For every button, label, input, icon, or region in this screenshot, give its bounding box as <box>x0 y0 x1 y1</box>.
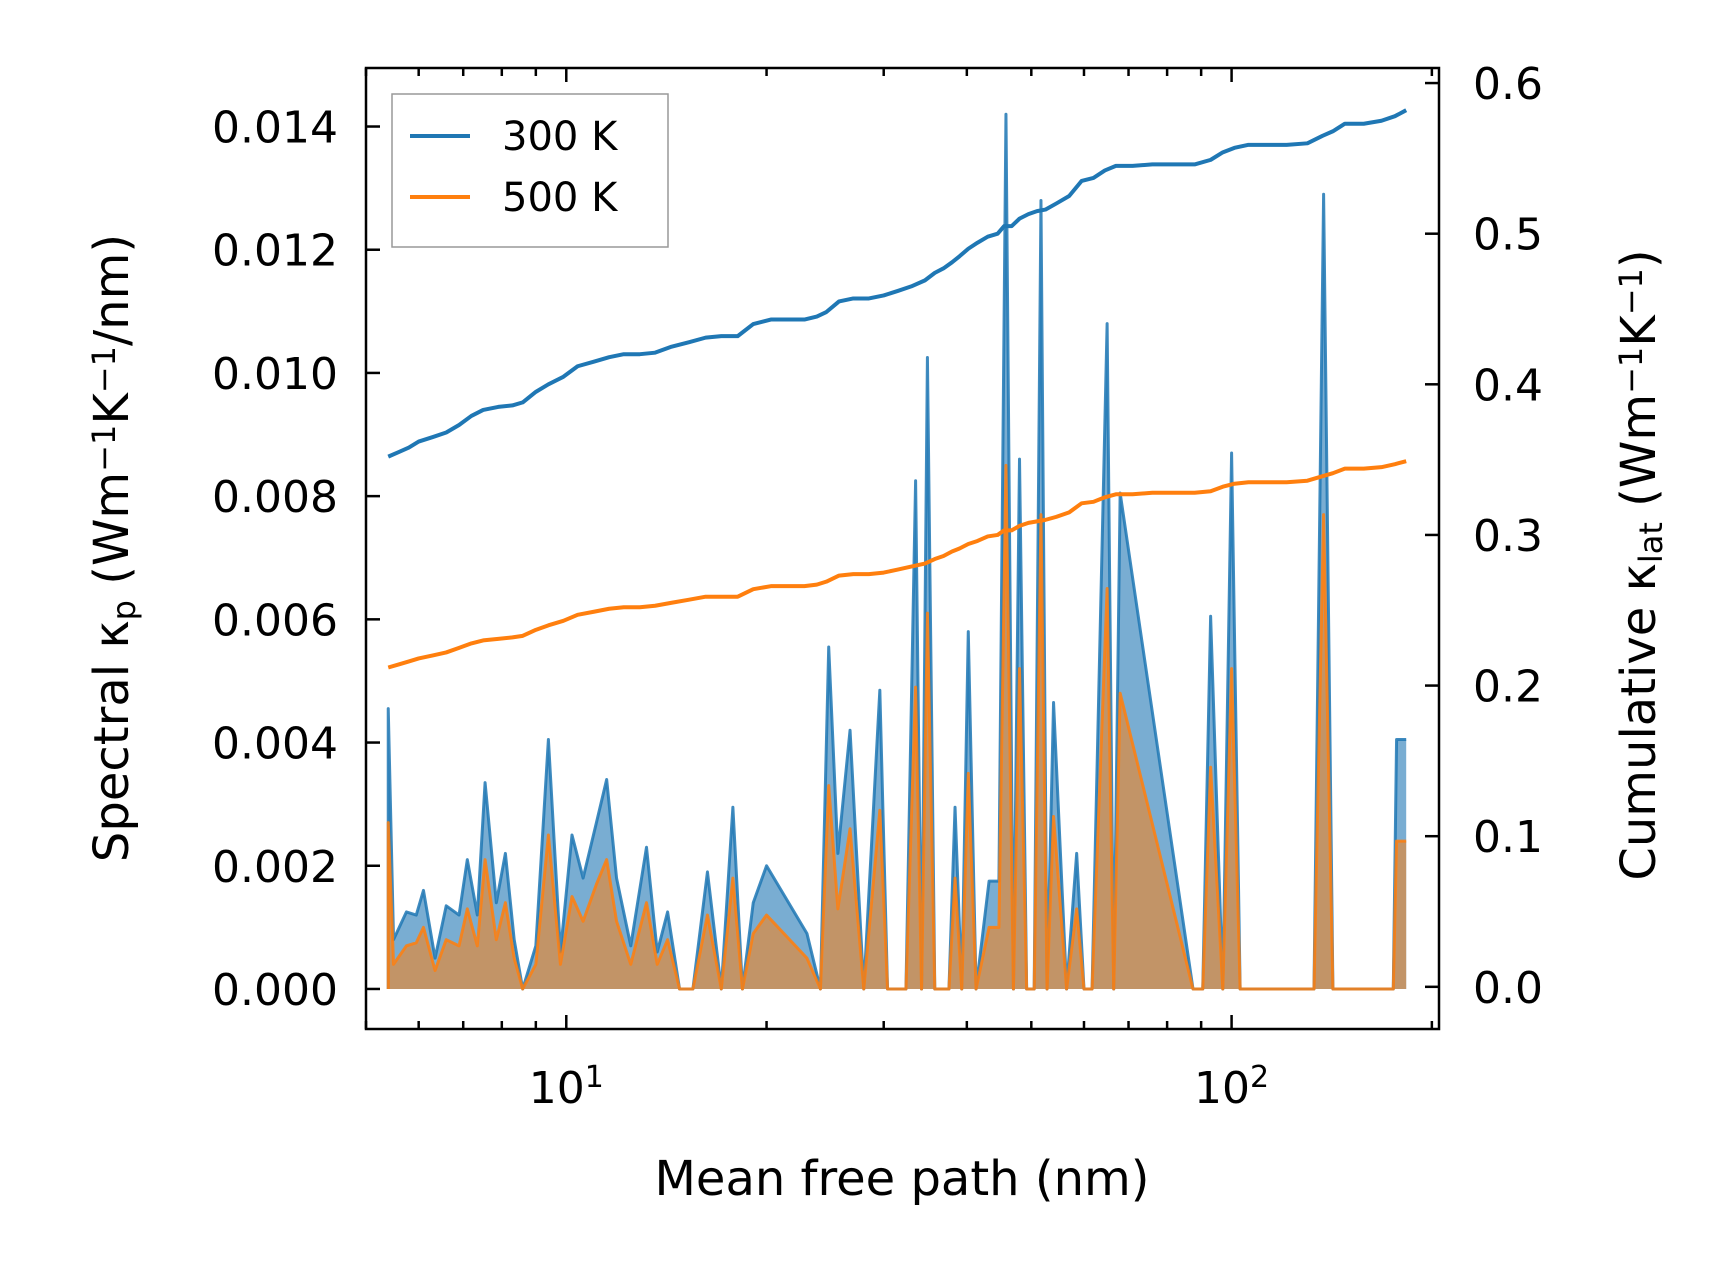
y-right-tick-label: 0.6 <box>1473 59 1543 110</box>
legend-label-300k: 300 K <box>502 114 619 160</box>
y-left-tick-label: 0.010 <box>212 349 338 400</box>
x-tick-label: 102 <box>1194 1060 1269 1115</box>
x-tick-label: 101 <box>529 1060 604 1115</box>
x-axis-title: Mean free path (nm) <box>655 1151 1150 1207</box>
y-left-axis-title: Spectral κp (Wm−1K−1/nm) <box>84 234 143 862</box>
legend-box <box>391 93 669 248</box>
spectral-line-500k <box>386 463 1407 991</box>
y-left-tick-label: 0.006 <box>212 595 338 646</box>
y-right-tick-label: 0.5 <box>1473 210 1543 261</box>
cumulative-line-300k <box>387 108 1408 459</box>
y-right-tick-label: 0.0 <box>1473 963 1543 1014</box>
y-left-tick-label: 0.012 <box>212 226 338 277</box>
y-right-axis-title: Cumulative κlat (Wm−1K−1) <box>1611 249 1670 880</box>
legend-label-500k: 500 K <box>502 175 619 221</box>
y-left-tick-label: 0.000 <box>212 965 338 1016</box>
y-left-tick-label: 0.002 <box>212 842 338 893</box>
plot-frame <box>364 66 1441 1031</box>
y-right-tick-label: 0.4 <box>1473 360 1543 411</box>
y-right-tick-label: 0.1 <box>1473 812 1543 863</box>
y-left-tick-label: 0.014 <box>212 103 338 154</box>
spectral-fill-500k <box>388 465 1407 989</box>
y-left-tick-label: 0.008 <box>212 472 338 523</box>
cumulative-line-500k <box>387 459 1407 670</box>
legend: 300 K 500 K <box>391 93 669 248</box>
spectral-fill-300k <box>388 114 1407 989</box>
spectral-line-300k <box>386 112 1407 991</box>
y-right-tick-label: 0.3 <box>1473 511 1543 562</box>
y-left-tick-label: 0.004 <box>212 719 338 770</box>
y-right-tick-label: 0.2 <box>1473 662 1543 713</box>
